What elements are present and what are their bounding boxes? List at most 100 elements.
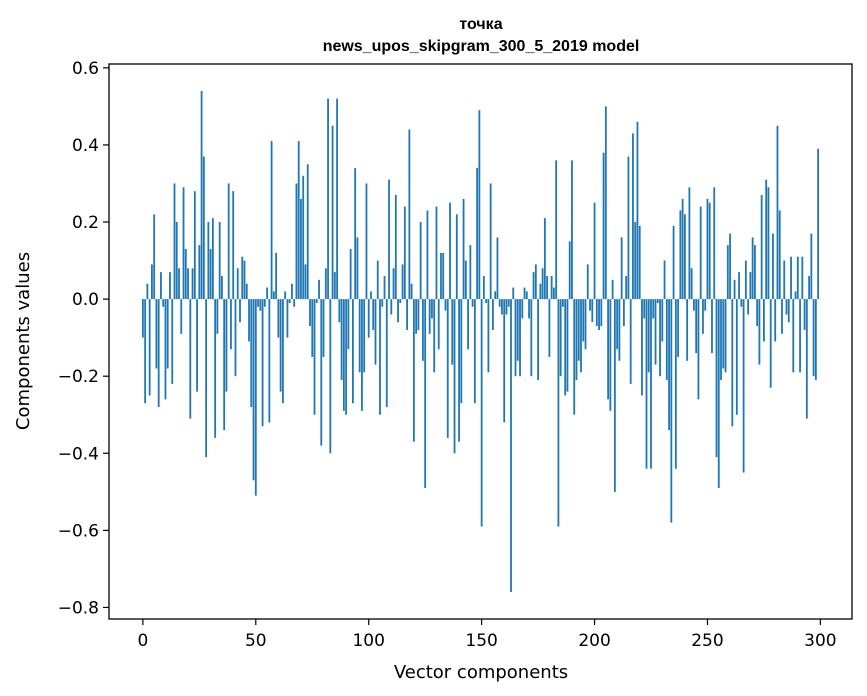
bar [812,299,815,377]
bar [277,299,280,338]
bar [674,299,677,469]
bar [695,299,698,354]
bar [591,299,594,323]
bar [776,125,779,300]
bar [817,148,820,300]
bar [772,233,774,300]
bar [656,299,659,303]
bar [530,299,533,377]
bar [478,110,481,300]
bar [503,299,506,423]
bar [620,237,623,300]
bar [469,245,472,300]
bar [571,160,573,300]
bar [347,299,350,350]
bar [799,299,801,373]
bar [602,152,605,300]
y-axis-ticks: 0.6 0.4 0.2 0.0 −0.2 −0.4 −0.6 −0.8 [58,59,109,618]
bar [787,299,790,323]
bar [390,299,393,315]
x-tick-label: 250 [691,631,723,651]
bar [365,183,368,300]
bar [498,299,501,307]
bar [354,168,357,300]
bar [641,299,643,396]
bar [769,299,772,388]
bar [268,299,271,423]
bar [580,299,582,373]
bar [295,183,298,300]
bar [221,275,223,300]
bar [424,299,427,488]
bar [534,264,537,300]
bar [435,206,438,300]
bar [729,233,731,300]
bar [383,275,386,300]
bar [164,299,167,400]
bar [403,206,406,300]
bar [801,256,804,300]
bar [677,299,680,357]
bar [322,299,325,357]
bar [270,141,273,300]
x-tick-label: 150 [465,631,497,651]
bar [589,299,591,311]
bar [313,299,316,415]
bar [564,299,567,396]
bar [555,160,558,300]
bar [467,299,469,350]
bar [171,299,174,384]
bar [525,291,528,300]
bar [568,241,571,300]
bar [144,299,147,404]
bar [358,299,361,373]
bar [451,299,454,365]
bar [184,249,187,300]
bar [722,299,725,369]
bar [376,260,379,300]
bar [616,299,619,350]
bar [361,299,363,411]
bar [370,291,372,300]
bar [415,299,418,334]
bar [146,283,149,300]
bar [697,299,700,400]
bar [180,299,183,334]
bar [259,299,262,311]
bar [428,299,431,334]
bar [492,299,494,330]
bar [537,299,539,381]
bar [304,264,307,300]
bar [548,299,551,357]
bar [550,275,553,300]
bar [783,260,786,300]
bar [175,222,178,300]
bar [749,272,752,300]
bar [711,299,713,354]
bar [627,156,630,300]
bar [464,260,467,300]
bar [577,299,580,361]
bar [232,191,235,300]
bar [575,299,578,381]
bar [781,299,783,334]
x-axis-label: Vector components [394,662,568,683]
bar [814,299,817,381]
bar [638,225,641,300]
bar [433,299,436,373]
bar [225,299,228,392]
bar [726,245,729,300]
x-tick-label: 0 [137,631,148,651]
bar [187,268,189,300]
bar [751,237,754,300]
bar [582,299,585,342]
bar [516,299,519,361]
bar [311,299,314,357]
bar [367,299,370,338]
bar [252,299,255,481]
bar [254,299,257,496]
bar [785,299,788,315]
bar [663,260,666,300]
bar [182,187,185,300]
bar [720,299,722,381]
